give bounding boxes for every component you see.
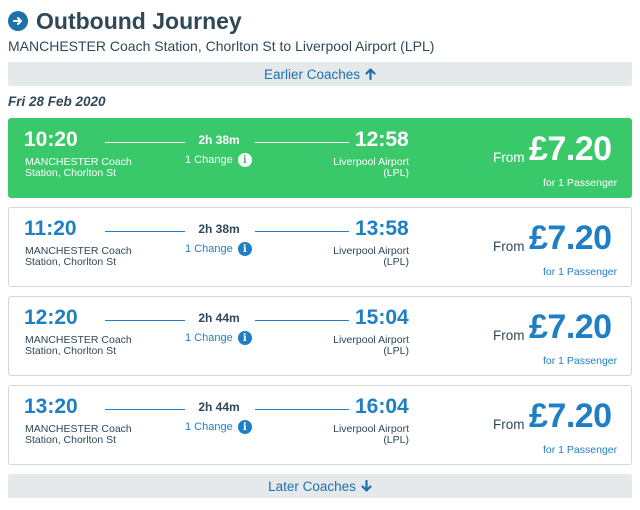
route-line: [255, 142, 349, 143]
arrival-place: Liverpool Airport (LPL): [333, 245, 409, 268]
departure-place: MANCHESTER Coach Station, Chorlton St: [25, 245, 132, 268]
arrow-down-icon: [361, 480, 372, 492]
route-description: MANCHESTER Coach Station, Chorlton St to…: [8, 38, 435, 54]
route-line: [255, 231, 349, 232]
changes-label: 1 Change: [185, 332, 233, 344]
departure-time: 13:20: [24, 395, 78, 418]
price-from-label: From: [493, 417, 525, 432]
price-from-label: From: [493, 328, 525, 343]
arrow-up-icon: [365, 68, 376, 80]
price: £7.20: [529, 130, 612, 168]
changes-label: 1 Change: [185, 154, 233, 166]
route-line: [105, 409, 185, 410]
arrival-time: 13:58: [355, 217, 409, 240]
changes-info[interactable]: 1 Change i: [185, 331, 252, 345]
info-icon[interactable]: i: [237, 153, 252, 167]
departure-place: MANCHESTER Coach Station, Chorlton St: [25, 334, 132, 357]
price-from-label: From: [493, 150, 525, 165]
passenger-count: for 1 Passenger: [543, 177, 618, 189]
later-coaches-label: Later Coaches: [268, 478, 356, 494]
departure-time: 12:20: [24, 306, 78, 329]
earlier-coaches-button[interactable]: Earlier Coaches: [8, 62, 632, 86]
arrival-place: Liverpool Airport (LPL): [333, 334, 409, 357]
earlier-coaches-label: Earlier Coaches: [263, 66, 361, 82]
changes-info[interactable]: 1 Change i: [185, 242, 252, 256]
journey-duration: 2h 38m: [198, 133, 240, 147]
arrow-right-circle-icon: [8, 11, 28, 31]
later-coaches-button[interactable]: Later Coaches: [8, 474, 632, 498]
route-line: [255, 320, 349, 321]
journey-duration: 2h 44m: [198, 311, 240, 325]
price: £7.20: [529, 219, 612, 257]
changes-info[interactable]: 1 Change i: [185, 420, 252, 434]
arrival-time: 12:58: [355, 128, 409, 151]
departure-place: MANCHESTER Coach Station, Chorlton St: [25, 156, 132, 179]
price: £7.20: [529, 397, 612, 435]
journey-date: Fri 28 Feb 2020: [8, 94, 106, 109]
journey-card[interactable]: 12:20 MANCHESTER Coach Station, Chorlton…: [8, 296, 632, 376]
journey-duration: 2h 44m: [198, 400, 240, 414]
page-title: Outbound Journey: [36, 7, 242, 34]
passenger-count: for 1 Passenger: [543, 444, 618, 456]
route-line: [105, 231, 185, 232]
arrival-time: 15:04: [355, 306, 409, 329]
arrival-time: 16:04: [355, 395, 409, 418]
journey-card[interactable]: 10:20 MANCHESTER Coach Station, Chorlton…: [8, 118, 632, 198]
changes-label: 1 Change: [185, 243, 233, 255]
departure-time: 10:20: [24, 128, 78, 151]
journey-duration: 2h 38m: [198, 222, 240, 236]
page-header: Outbound Journey: [8, 6, 242, 36]
changes-info[interactable]: 1 Change i: [185, 153, 252, 167]
route-line: [255, 409, 349, 410]
departure-time: 11:20: [24, 217, 77, 240]
departure-place: MANCHESTER Coach Station, Chorlton St: [25, 423, 132, 446]
route-line: [105, 320, 185, 321]
arrival-place: Liverpool Airport (LPL): [333, 423, 409, 446]
journey-card[interactable]: 13:20 MANCHESTER Coach Station, Chorlton…: [8, 385, 632, 465]
price: £7.20: [529, 308, 612, 346]
info-icon[interactable]: i: [237, 242, 252, 256]
passenger-count: for 1 Passenger: [543, 355, 618, 367]
info-icon[interactable]: i: [237, 331, 252, 345]
journey-card[interactable]: 11:20 MANCHESTER Coach Station, Chorlton…: [8, 207, 632, 287]
arrival-place: Liverpool Airport (LPL): [333, 156, 409, 179]
price-from-label: From: [493, 239, 525, 254]
changes-label: 1 Change: [185, 421, 233, 433]
info-icon[interactable]: i: [237, 420, 252, 434]
passenger-count: for 1 Passenger: [543, 266, 618, 278]
route-line: [105, 142, 185, 143]
